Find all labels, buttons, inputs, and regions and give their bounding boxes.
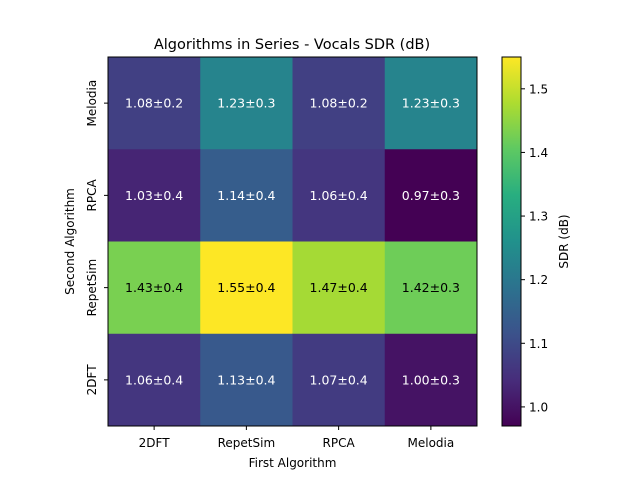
- heatmap-cell-label: 1.47±0.4: [310, 280, 368, 295]
- heatmap-cells: [108, 57, 478, 427]
- heatmap-cell-label: 1.08±0.2: [125, 96, 183, 111]
- y-tick-label: 2DFT: [85, 364, 99, 396]
- x-tick-label: 2DFT: [139, 436, 171, 450]
- heatmap-cell: [292, 57, 386, 150]
- heatmap-cell-label: 1.55±0.4: [217, 280, 275, 295]
- x-tick-label: RepetSim: [218, 436, 276, 450]
- heatmap-cell-label: 1.42±0.3: [402, 280, 460, 295]
- heatmap-cell-label: 1.43±0.4: [125, 280, 183, 295]
- colorbar-ticks: 1.0 1.1 1.2 1.3 1.4 1.5: [521, 82, 548, 414]
- x-tick-label: RPCA: [323, 436, 356, 450]
- heatmap-cell-label: 1.13±0.4: [217, 372, 275, 387]
- plot-frame: [107, 56, 478, 427]
- x-tick-label: Melodia: [408, 436, 455, 450]
- colorbar-tick-label: 1.0: [529, 400, 548, 414]
- heatmap-cell: [384, 333, 478, 427]
- colorbar-tick-label: 1.3: [529, 210, 548, 224]
- heatmap-cell: [108, 241, 201, 335]
- colorbar-tick-label: 1.2: [529, 273, 548, 287]
- heatmap-cell: [200, 149, 293, 242]
- y-axis-ticks: Melodia RPCA RepetSim 2DFT: [85, 80, 108, 396]
- heatmap-cell: [108, 57, 201, 150]
- heatmap-cell: [384, 241, 478, 335]
- heatmap-cell: [384, 149, 478, 242]
- heatmap-cell-label: 1.06±0.4: [125, 372, 183, 387]
- y-tick-label: Melodia: [85, 80, 99, 127]
- x-axis-ticks: 2DFT RepetSim RPCA Melodia: [139, 426, 455, 450]
- colorbar-label: SDR (dB): [557, 214, 571, 268]
- heatmap-cell-label: 1.06±0.4: [310, 188, 368, 203]
- heatmap-cell: [108, 333, 201, 427]
- colorbar-tick-label: 1.4: [529, 146, 548, 160]
- heatmap-cell-label: 1.03±0.4: [125, 188, 183, 203]
- heatmap-cell: [108, 149, 201, 242]
- heatmap-cell: [292, 333, 386, 427]
- chart-title: Algorithms in Series - Vocals SDR (dB): [154, 37, 430, 53]
- heatmap-cell-label: 1.23±0.3: [402, 96, 460, 111]
- y-tick-label: RepetSim: [85, 259, 99, 317]
- heatmap-cell: [384, 57, 478, 150]
- x-axis-label: First Algorithm: [249, 456, 337, 470]
- heatmap-cell-label: 1.00±0.3: [402, 372, 460, 387]
- colorbar-tick-label: 1.5: [529, 82, 548, 96]
- heatmap-cell: [200, 241, 293, 335]
- heatmap-cell-label: 1.08±0.2: [310, 96, 368, 111]
- colorbar-tick-label: 1.1: [529, 337, 548, 351]
- y-axis-label: Second Algorithm: [63, 188, 77, 295]
- heatmap-cell: [292, 241, 386, 335]
- heatmap-cell-label: 1.07±0.4: [310, 372, 368, 387]
- heatmap-cell: [292, 149, 386, 242]
- heatmap-cell-label: 1.23±0.3: [217, 96, 275, 111]
- heatmap-cell-labels: 1.08±0.2 1.23±0.3 1.08±0.2 1.23±0.3 1.03±0.4…: [125, 96, 460, 388]
- heatmap-cell-label: 1.14±0.4: [217, 188, 275, 203]
- colorbar: [501, 56, 522, 427]
- heatmap-cell: [200, 57, 293, 150]
- heatmap-cell: [200, 333, 293, 427]
- heatmap-cell-label: 0.97±0.3: [402, 188, 460, 203]
- y-tick-label: RPCA: [85, 179, 99, 212]
